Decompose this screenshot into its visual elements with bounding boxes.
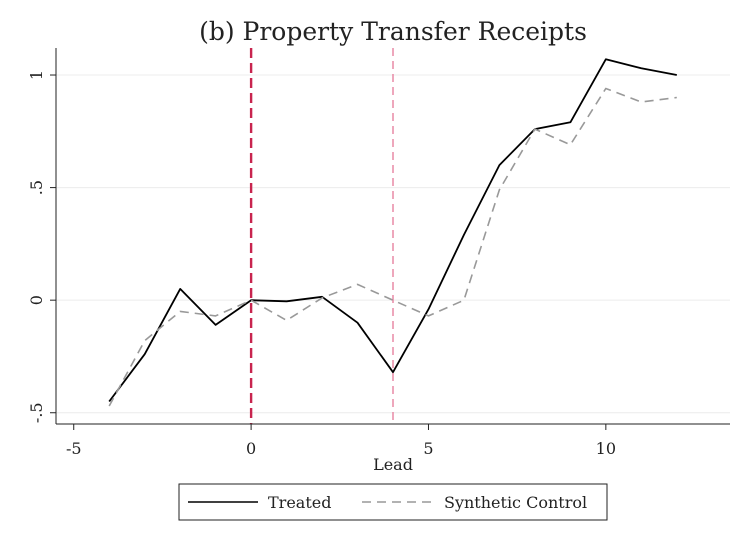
x-tick-label: 0 [246, 439, 256, 458]
legend: Treated Synthetic Control [178, 483, 608, 521]
x-tick-label: 10 [596, 439, 616, 458]
ticks: -.5 0 .5 1 -5 0 5 10 [27, 70, 616, 458]
legend-label-synthetic-control: Synthetic Control [444, 493, 587, 512]
x-tick-label: -5 [66, 439, 82, 458]
x-axis-label: Lead [373, 455, 413, 474]
x-tick-label: 5 [423, 439, 433, 458]
series-line-treated [108, 58, 677, 403]
axes [55, 48, 730, 425]
reference-lines [249, 48, 394, 424]
y-tick-label: .5 [27, 180, 46, 195]
series-line-synthetic-control [108, 87, 677, 407]
y-tick-label: 0 [27, 295, 46, 305]
y-tick-label: -.5 [27, 402, 46, 423]
y-tick-label: 1 [27, 70, 46, 80]
legend-label-treated: Treated [268, 493, 331, 512]
series-lines [108, 58, 677, 407]
chart-title: (b) Property Transfer Receipts [199, 17, 587, 46]
